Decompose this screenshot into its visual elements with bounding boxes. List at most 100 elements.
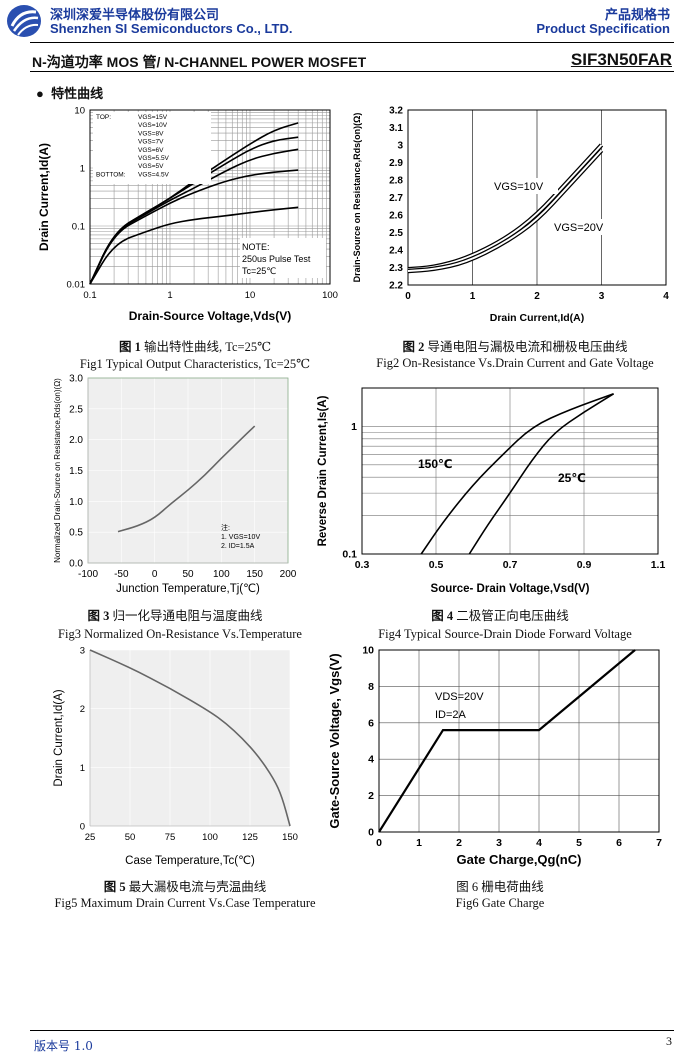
fig4-diode-forward-voltage-chart: 0.3 0.5 0.7 0.9 1.1 0.1 1 Source- Drain Voltage… (317, 387, 666, 595)
fig6-gate-charge-chart: 0 1 2 3 4 5 6 7 0 2 4 6 8 10 Gate Charge,Qg(nC) Gate-So… (327, 645, 662, 868)
y-tick-label: 0.01 (67, 280, 86, 291)
fig1-number: 图 1 (118, 340, 141, 354)
fig3-number: 图 3 (87, 609, 110, 623)
product-title: N-沟道功率 MOS 管/ N-CHANNEL POWER MOSFET (32, 54, 367, 70)
x-tick-label: 0.3 (355, 559, 370, 571)
y-tick-label: 2.5 (69, 404, 83, 415)
series-line (420, 393, 614, 555)
fig2-caption-cn: 图 2 导通电阻与漏极电流和栅极电压曲线 (350, 336, 680, 355)
y-axis-label: Reverse Drain Current,Is(A) (317, 395, 329, 546)
x-tick-label: -50 (114, 569, 129, 580)
company-name-cn: 深圳深爱半导体股份有限公司 (50, 7, 220, 22)
x-axis-label: Drain-Source Voltage,Vds(V) (129, 309, 291, 323)
series-label: 25℃ (558, 471, 586, 485)
y-tick-label: 1 (351, 421, 357, 433)
legend-item: VGS=10V (138, 122, 168, 129)
x-axis-label: Junction Temperature,Tj(℃) (116, 583, 260, 595)
legend-top-label: TOP: (96, 114, 111, 121)
y-tick-label: 2.6 (389, 211, 403, 222)
x-tick-label: 0 (376, 837, 382, 849)
y-tick-label: 1.0 (69, 497, 83, 508)
y-tick-label: 3 (397, 141, 403, 152)
fig6-number: 图 6 (456, 880, 479, 894)
y-tick-label: 2.2 (389, 281, 403, 292)
fig5-caption-cn: 图 5 最大漏极电流与壳温曲线 (20, 876, 350, 895)
legend-item: VGS=4.5V (138, 171, 170, 178)
y-tick-label: 0 (368, 827, 374, 839)
series-line (117, 425, 256, 533)
y-tick-label: 2.8 (389, 176, 403, 187)
y-axis-label: Gate-Source Voltage, Vgs(V) (327, 653, 342, 828)
page-number: 3 (666, 1034, 672, 1048)
series-label-bg (492, 178, 558, 194)
y-tick-label: 8 (368, 681, 374, 693)
x-tick-label: 50 (125, 832, 136, 843)
footer-divider (30, 1030, 674, 1031)
series-line (89, 649, 291, 827)
company-logo (6, 4, 42, 38)
fig2-caption-cn-text: 导通电阻与漏极电流和栅极电压曲线 (427, 340, 628, 354)
annotation: VDS=20V (435, 691, 484, 703)
x-tick-label: 25 (85, 832, 96, 843)
y-tick-label: 2.0 (69, 435, 83, 446)
x-tick-label: 0.1 (83, 290, 96, 301)
y-axis-label: Drain-Source on Resistance,Rds(on)(Ω) (352, 113, 362, 283)
fig1-caption-cn: 图 1 输出特性曲线, Tc=25℃ (30, 336, 360, 355)
y-tick-label: 3 (80, 646, 85, 657)
x-axis-label: Case Temperature,Tc(℃) (125, 855, 255, 867)
fig1-caption-cn-text: 输出特性曲线, Tc=25℃ (143, 340, 272, 354)
series-label-bg (552, 219, 618, 235)
y-tick-label: 3.2 (389, 106, 403, 117)
annotation: ID=2A (435, 709, 467, 721)
fig3-caption-cn: 图 3 归一化导通电阻与温度曲线 (20, 605, 330, 624)
x-tick-label: 1 (470, 291, 476, 302)
legend-item: VGS=5.5V (138, 155, 170, 162)
section-label: 特性曲线 (51, 86, 104, 101)
header-divider (30, 42, 674, 43)
spec-title-en: Product Specification (536, 21, 670, 36)
y-tick-label: 2.3 (389, 263, 403, 274)
version-label: 版本号 1.0 (34, 1039, 93, 1053)
x-axis-label: Gate Charge,Qg(nC) (457, 852, 582, 867)
x-tick-label: 1 (416, 837, 422, 849)
y-tick-label: 4 (368, 754, 374, 766)
y-tick-label: 3.0 (69, 374, 83, 385)
x-tick-label: 150 (282, 832, 298, 843)
x-tick-label: -100 (78, 569, 98, 580)
y-tick-label: 2.7 (389, 193, 403, 204)
series-label: VGS=20V (554, 222, 604, 234)
y-axis-label: Normalized Drain-Source on Resistance,Rd… (53, 378, 62, 563)
legend-item: VGS=8V (138, 130, 164, 137)
x-tick-label: 2 (534, 291, 540, 302)
x-tick-label: 100 (202, 832, 218, 843)
fig2-number: 图 2 (402, 340, 425, 354)
plot-frame (89, 109, 331, 285)
y-tick-label: 2.5 (389, 228, 403, 239)
fig2-caption-en: Fig2 On-Resistance Vs.Drain Current and … (376, 356, 654, 370)
x-tick-label: 1 (167, 290, 172, 301)
fig6-caption-en: Fig6 Gate Charge (455, 896, 545, 910)
fig3-caption-cn-text: 归一化导通电阻与温度曲线 (112, 609, 263, 623)
y-tick-label: 2 (80, 704, 85, 715)
plot-frame (378, 649, 660, 833)
y-tick-label: 1.5 (69, 466, 83, 477)
fig6-caption-cn-text: 栅电荷曲线 (481, 880, 544, 894)
x-tick-label: 1.1 (651, 559, 666, 571)
y-tick-label: 6 (368, 717, 374, 729)
x-tick-label: 50 (182, 569, 194, 580)
series-line (89, 169, 299, 285)
y-tick-label: 0.1 (342, 549, 357, 561)
fig3-normalized-on-resistance-chart: -100 -50 0 50 100 150 200 0.0 0.5 1.0 1.5 2.0 2.5 3.0… (53, 374, 297, 596)
note-box (240, 238, 326, 278)
note-line: 1. VGS=10V (221, 534, 260, 541)
y-tick-label: 0.1 (72, 222, 85, 233)
x-axis-label: Source- Drain Voltage,Vsd(V) (431, 583, 590, 595)
section-heading: ● 特性曲线 (36, 83, 103, 102)
y-axis-label: Drain Current,Id(A) (53, 689, 65, 786)
y-tick-label: 2.9 (389, 158, 403, 169)
fig5-max-drain-current-chart: 25 50 75 100 125 150 0 1 2 3 Case Temperature,Tc(℃… (53, 646, 298, 868)
x-tick-label: 0.9 (577, 559, 592, 571)
company-name-en: Shenzhen SI Semiconductors Co., LTD. (50, 21, 293, 36)
plot-area (90, 650, 290, 826)
x-tick-label: 150 (246, 569, 263, 580)
